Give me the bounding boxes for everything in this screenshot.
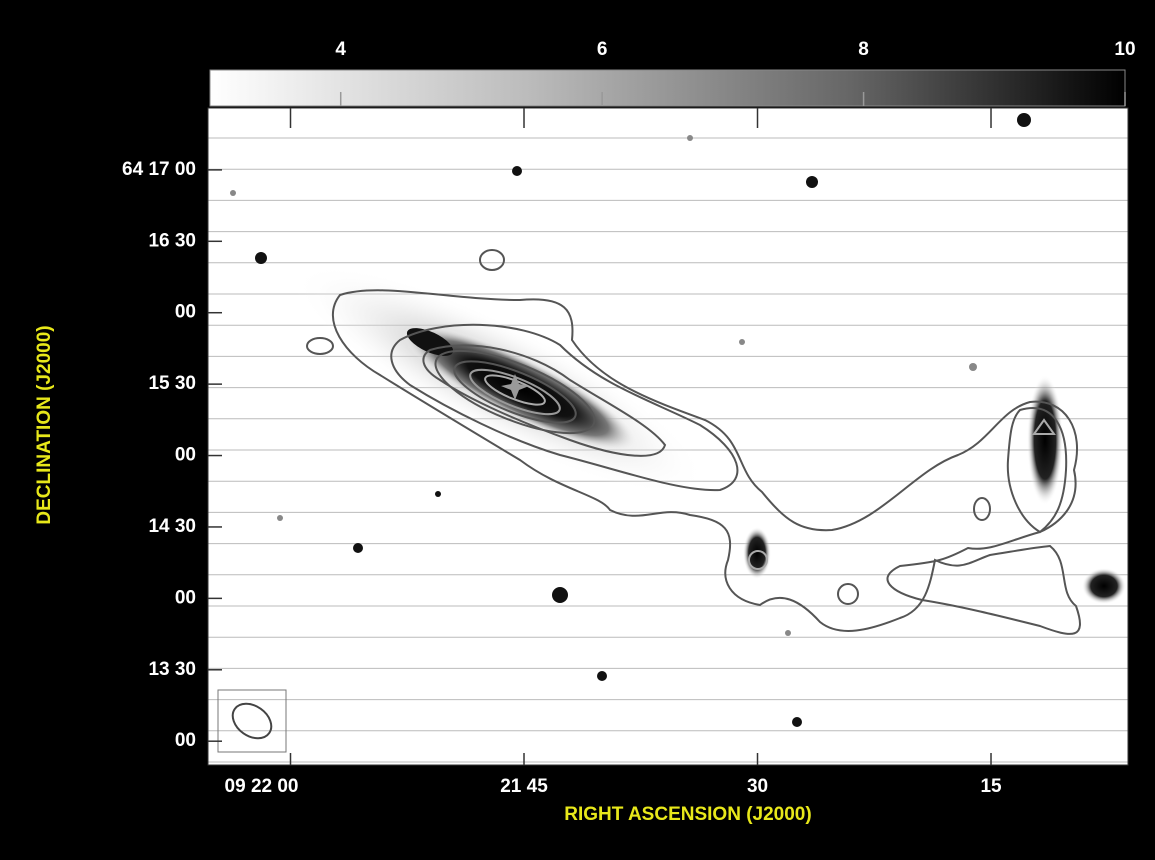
companion-galaxy bbox=[1027, 375, 1063, 505]
y-tick-label: 00 bbox=[175, 302, 196, 323]
blob bbox=[743, 527, 771, 579]
y-axis-title: DECLINATION (J2000) bbox=[34, 325, 55, 524]
y-tick-label: 64 17 00 bbox=[122, 159, 196, 180]
beam-box bbox=[217, 689, 287, 753]
x-tick-label: 30 bbox=[747, 776, 768, 797]
colorbar-tick-label: 10 bbox=[1114, 39, 1135, 60]
y-tick-label: 14 30 bbox=[148, 516, 196, 537]
contours bbox=[306, 249, 1081, 635]
x-tick-label: 09 22 00 bbox=[225, 776, 299, 797]
galaxy-knot bbox=[406, 328, 454, 356]
y-tick-label: 15 30 bbox=[148, 373, 196, 394]
y-tick-label: 00 bbox=[175, 587, 196, 608]
y-tick-label: 16 30 bbox=[148, 230, 196, 251]
colorbar bbox=[209, 69, 1126, 107]
colorbar-tick-label: 4 bbox=[335, 39, 346, 60]
marker-triangle bbox=[1032, 418, 1056, 435]
blob bbox=[1082, 568, 1126, 604]
y-tick-label: 00 bbox=[175, 445, 196, 466]
plot-frame bbox=[207, 107, 1129, 766]
x-tick-label: 15 bbox=[980, 776, 1002, 797]
colorbar-tick-label: 8 bbox=[858, 39, 869, 60]
marker-star bbox=[501, 374, 529, 400]
image bbox=[217, 113, 1126, 753]
beam bbox=[231, 702, 273, 740]
y-tick-label: 00 bbox=[175, 730, 196, 751]
x-tick-label: 21 45 bbox=[500, 776, 548, 797]
y-tick-label: 13 30 bbox=[148, 659, 196, 680]
colorbar-tick-label: 6 bbox=[597, 39, 608, 60]
stars bbox=[230, 113, 1031, 727]
x-axis-title: RIGHT ASCENSION (J2000) bbox=[564, 804, 811, 825]
